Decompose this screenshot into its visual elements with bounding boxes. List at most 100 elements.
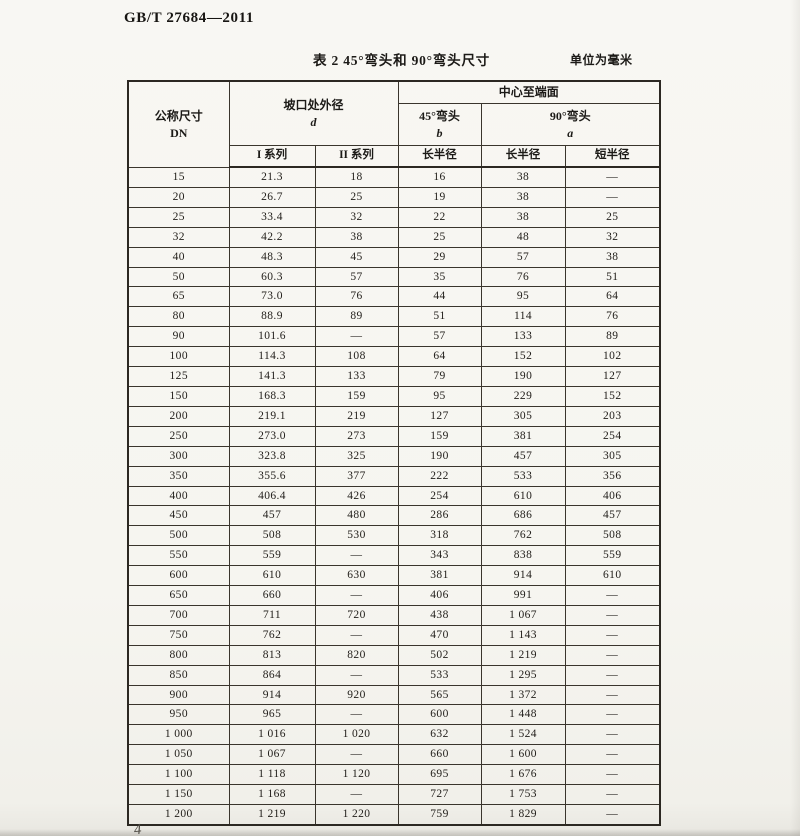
cell-elbow45-long-radius: 727 [397, 784, 482, 805]
cell-elbow90-long-radius: 1 524 [480, 724, 566, 746]
dn-label: 公称尺寸 [154, 108, 203, 123]
cell-elbow90-short-radius: — [564, 724, 661, 746]
table-header: 公称尺寸 DN 坡口处外径 d 中心至端面 45°弯头 b 90°弯头 [127, 80, 661, 168]
table-row: 250 273.0 273 159 381 254 [127, 425, 661, 447]
cell-od-series1: 141.3 [228, 366, 316, 387]
cell-dn: 80 [127, 306, 230, 328]
header-cell-long-radius-45: 长半径 [397, 145, 482, 168]
cell-od-series2: 920 [314, 684, 399, 706]
elbow45-symbol: b [436, 126, 443, 140]
cell-od-series1: 406.4 [228, 485, 316, 507]
header-cell-long-radius-90: 长半径 [480, 145, 566, 168]
standard-doc-number: GB/T 27684—2011 [124, 10, 254, 26]
cell-elbow90-short-radius: 25 [564, 206, 661, 228]
cell-elbow90-long-radius: 1 143 [480, 624, 566, 646]
cell-dn: 200 [127, 405, 230, 427]
cell-od-series1: 864 [228, 664, 316, 686]
cell-dn: 50 [127, 266, 230, 288]
cell-elbow90-long-radius: 610 [480, 485, 566, 507]
cell-elbow45-long-radius: 286 [397, 505, 482, 527]
header-cell-dn: 公称尺寸 DN [127, 80, 230, 168]
cell-od-series1: 711 [228, 604, 316, 626]
unit-note: 单位为毫米 [570, 53, 633, 67]
cell-od-series1: 355.6 [228, 465, 316, 487]
cell-dn: 150 [127, 385, 230, 407]
cell-dn: 950 [127, 704, 230, 726]
long-radius-90-label: 长半径 [505, 149, 541, 162]
table-row: 100 114.3 108 64 152 102 [127, 346, 661, 368]
cell-dn: 20 [127, 186, 230, 208]
series1-label: I 系列 [256, 149, 288, 162]
header-cell-series1: I 系列 [228, 145, 316, 168]
cell-dn: 900 [127, 684, 230, 706]
table-row: 1 200 1 219 1 220 759 1 829— [127, 803, 661, 826]
cell-od-series2: 1 220 [314, 803, 399, 826]
cell-elbow90-long-radius: 762 [480, 525, 566, 547]
cell-elbow45-long-radius: 159 [397, 425, 482, 447]
cell-elbow90-long-radius: 1 753 [480, 784, 566, 805]
cell-elbow90-long-radius: 1 219 [480, 644, 566, 666]
cell-od-series1: 26.7 [228, 186, 316, 208]
table-row: 25 33.4 32 22 38 25 [127, 206, 661, 228]
cell-od-series2: — [314, 326, 399, 348]
cell-od-series1: 508 [228, 525, 316, 547]
cell-od-series2: 32 [314, 206, 399, 228]
cell-elbow90-long-radius: 686 [480, 505, 566, 527]
cell-elbow45-long-radius: 222 [397, 465, 482, 487]
cell-elbow45-long-radius: 51 [397, 306, 482, 328]
cell-od-series1: 33.4 [228, 206, 316, 228]
cell-elbow45-long-radius: 254 [397, 485, 482, 507]
cell-elbow45-long-radius: 343 [397, 545, 482, 567]
elbow-dimensions-table: 公称尺寸 DN 坡口处外径 d 中心至端面 45°弯头 b 90°弯头 [127, 80, 661, 826]
cell-od-series2: — [314, 624, 399, 646]
header-row-1: 公称尺寸 DN 坡口处外径 d 中心至端面 [127, 80, 661, 168]
table-row: 1 050 1 067—660 1 600— [127, 744, 661, 766]
cell-dn: 700 [127, 604, 230, 626]
cell-od-series1: 323.8 [228, 445, 316, 467]
cell-elbow90-long-radius: 95 [480, 286, 566, 308]
cell-elbow90-long-radius: 991 [480, 585, 566, 606]
long-radius-45-label: 长半径 [422, 149, 457, 162]
cell-od-series2: 159 [314, 385, 399, 407]
cell-dn: 550 [127, 545, 230, 567]
header-cell-outer-diameter: 坡口处外径 d [228, 80, 399, 146]
cell-od-series2: — [314, 704, 399, 726]
cell-od-series1: 48.3 [228, 246, 316, 268]
table-row: 150 168.3 159 95 229 152 [127, 385, 661, 407]
cell-od-series2: — [314, 744, 399, 766]
cell-od-series2: — [314, 664, 399, 686]
center-to-face-label: 中心至端面 [498, 85, 559, 100]
header-row-3: I 系列 II 系列 长半径 长半径 短半径 [128, 145, 661, 168]
cell-od-series1: 965 [228, 704, 316, 726]
cell-od-series2: 377 [314, 465, 399, 487]
cell-od-series2: — [314, 545, 399, 567]
cell-od-series1: 101.6 [228, 326, 316, 348]
cell-elbow90-short-radius: 152 [564, 385, 661, 407]
cell-elbow90-short-radius: 406 [564, 485, 661, 507]
table-row: 32 42.2 38 25 48 32 [127, 226, 661, 248]
table-row: 1 000 1 016 1 020 632 1 524— [127, 724, 661, 746]
header-cell-series2: II 系列 [314, 145, 399, 168]
cell-od-series1: 88.9 [228, 306, 316, 328]
cell-elbow90-long-radius: 1 067 [480, 604, 566, 626]
cell-od-series1: 73.0 [228, 286, 316, 308]
table-row: 300 323.8 325 190 457 305 [127, 445, 661, 467]
cell-elbow45-long-radius: 759 [397, 803, 482, 826]
cell-elbow90-short-radius: 76 [564, 306, 661, 328]
cell-elbow90-long-radius: 38 [480, 166, 566, 188]
table-row: 65 73.0 76 44 95 64 [127, 286, 661, 308]
cell-elbow45-long-radius: 632 [397, 724, 482, 746]
cell-elbow45-long-radius: 470 [397, 624, 482, 646]
cell-elbow90-short-radius: — [564, 784, 661, 805]
cell-elbow45-long-radius: 16 [397, 166, 482, 188]
cell-elbow45-long-radius: 565 [397, 684, 482, 706]
cell-elbow45-long-radius: 35 [397, 266, 482, 288]
cell-od-series2: 18 [314, 166, 399, 188]
cell-od-series2: 426 [314, 485, 399, 507]
cell-elbow90-long-radius: 114 [480, 306, 566, 328]
cell-od-series2: 25 [314, 186, 399, 208]
cell-od-series2: 325 [314, 445, 399, 467]
elbow90-symbol: a [567, 126, 574, 140]
cell-od-series2: — [314, 585, 399, 606]
cell-od-series2: 89 [314, 306, 399, 328]
